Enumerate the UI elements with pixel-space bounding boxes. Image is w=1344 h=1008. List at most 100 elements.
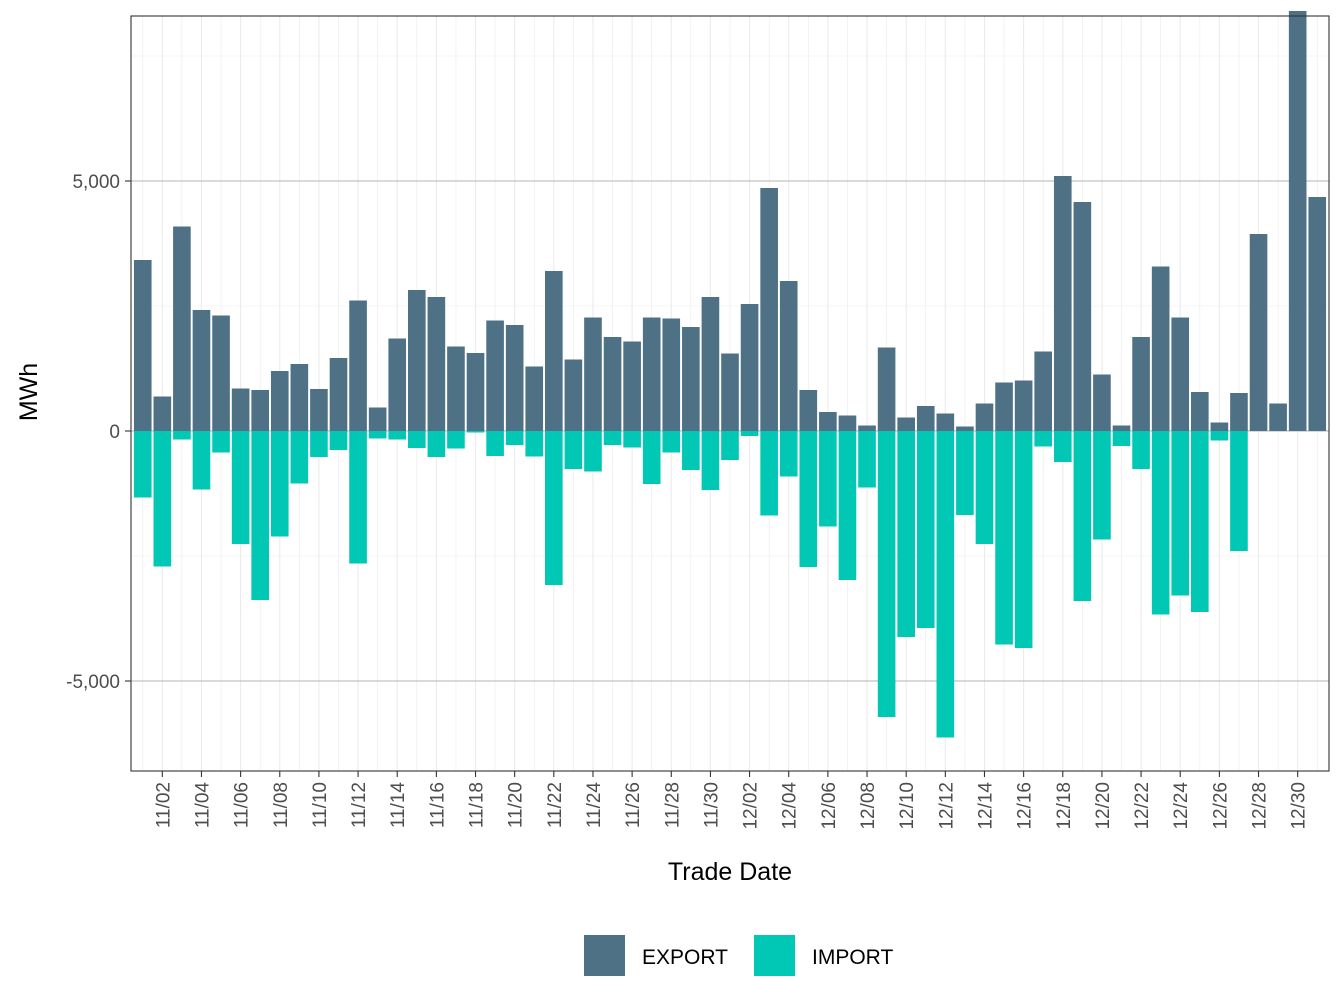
bar-import-11-18 [466,431,485,433]
legend-key-import [754,935,795,976]
x-tick-label: 12/30 [1289,782,1310,830]
bar-export-12-12 [936,413,955,431]
y-axis: -5,000 0 5,000 [66,172,131,693]
bar-import-11-19 [486,431,504,456]
bar-export-12-20 [1093,374,1111,431]
x-tick-label: 11/24 [584,782,605,829]
x-tick-label: 11/22 [545,782,566,828]
bar-import-11-10 [310,431,328,457]
bar-import-12-09 [877,431,896,717]
legend-key-export [584,935,625,976]
bar-export-12-11 [916,406,935,431]
bar-export-11-18 [466,353,485,431]
bar-export-11-09 [290,364,309,431]
bar-export-11-04 [192,310,211,431]
x-tick-label: 11/02 [153,782,174,828]
x-tick-label: 11/14 [388,782,409,829]
x-tick-label: 11/20 [506,782,527,828]
x-axis: 11/02 11/04 11/06 11/08 11/10 11/12 11/14 11/16… [153,771,1310,830]
x-tick-label: 12/26 [1210,782,1231,830]
x-tick-label: 12/22 [1132,782,1153,830]
y-tick-label: -5,000 [66,672,120,693]
bar-import-12-20 [1093,431,1111,540]
x-tick-label: 12/06 [819,782,840,830]
bar-export-12-13 [956,426,974,431]
bar-import-11-17 [447,431,465,449]
bar-import-11-22 [545,431,563,585]
legend-label-import: IMPORT [812,946,893,969]
bar-export-11-20 [505,325,524,431]
bar-export-11-15 [407,290,426,431]
bar-export-12-03 [760,188,778,431]
bar-import-12-11 [916,431,935,628]
bars [133,11,1327,738]
bar-export-12-05 [799,390,818,431]
bar-export-12-04 [779,281,798,431]
bar-import-11-04 [192,431,211,490]
bar-import-11-20 [505,431,524,445]
bar-export-12-30 [1288,11,1307,431]
bar-export-11-06 [231,388,250,431]
bar-export-11-19 [486,320,504,431]
bar-export-12-01 [721,353,739,431]
bar-import-12-26 [1210,431,1229,441]
x-tick-label: 12/10 [897,782,918,830]
bar-import-12-05 [799,431,818,567]
bar-export-12-15 [995,382,1013,431]
bar-export-11-23 [564,359,583,431]
bar-import-12-06 [819,431,837,527]
x-tick-label: 12/14 [975,782,996,830]
bar-import-11-14 [388,431,407,440]
panel-border [130,15,1330,772]
bar-export-11-11 [329,358,348,431]
bar-export-12-14 [975,403,994,431]
bar-import-12-14 [975,431,994,544]
bar-import-12-19 [1073,431,1092,601]
bar-import-12-04 [779,431,798,477]
x-axis-title: Trade Date [668,858,792,886]
bar-export-11-30 [701,297,720,431]
bar-export-11-29 [682,327,700,431]
x-tick-label: 12/28 [1250,782,1271,830]
bar-import-11-03 [173,431,191,440]
x-tick-label: 11/26 [623,782,644,828]
bar-import-12-25 [1190,431,1209,612]
bar-import-12-24 [1171,431,1190,596]
bar-export-12-31 [1308,197,1327,431]
x-tick-label: 11/08 [271,782,292,828]
bar-export-12-27 [1230,393,1248,431]
bar-import-12-10 [897,431,915,637]
x-tick-label: 12/08 [858,782,879,830]
bar-export-11-17 [447,346,465,431]
bar-import-12-13 [956,431,974,515]
bar-export-11-16 [427,297,446,431]
bar-import-12-27 [1230,431,1248,551]
x-tick-label: 12/02 [741,782,762,830]
x-tick-label: 11/18 [467,782,488,828]
bar-export-12-16 [1014,380,1033,431]
bar-import-11-29 [682,431,700,470]
bar-import-11-27 [642,431,661,484]
bar-export-11-26 [623,341,641,431]
x-tick-label: 11/12 [349,782,370,828]
x-tick-label: 12/16 [1015,782,1036,830]
x-tick-label: 11/30 [701,782,722,828]
bar-import-11-13 [368,431,387,439]
bar-export-12-29 [1269,403,1287,431]
bar-export-11-14 [388,338,407,431]
bar-export-12-22 [1132,337,1150,431]
bar-export-11-08 [270,371,289,431]
y-tick-label: 0 [109,422,120,443]
bar-export-12-09 [877,347,896,431]
bar-export-12-08 [858,425,876,431]
bar-import-12-21 [1112,431,1131,446]
bar-import-11-05 [212,431,230,453]
x-tick-label: 11/06 [232,782,253,828]
bar-export-12-18 [1053,176,1072,431]
bar-import-11-30 [701,431,720,490]
bar-export-12-02 [740,304,759,431]
bar-export-11-03 [173,226,191,431]
bar-export-12-25 [1190,392,1209,431]
bar-export-12-06 [819,412,837,431]
